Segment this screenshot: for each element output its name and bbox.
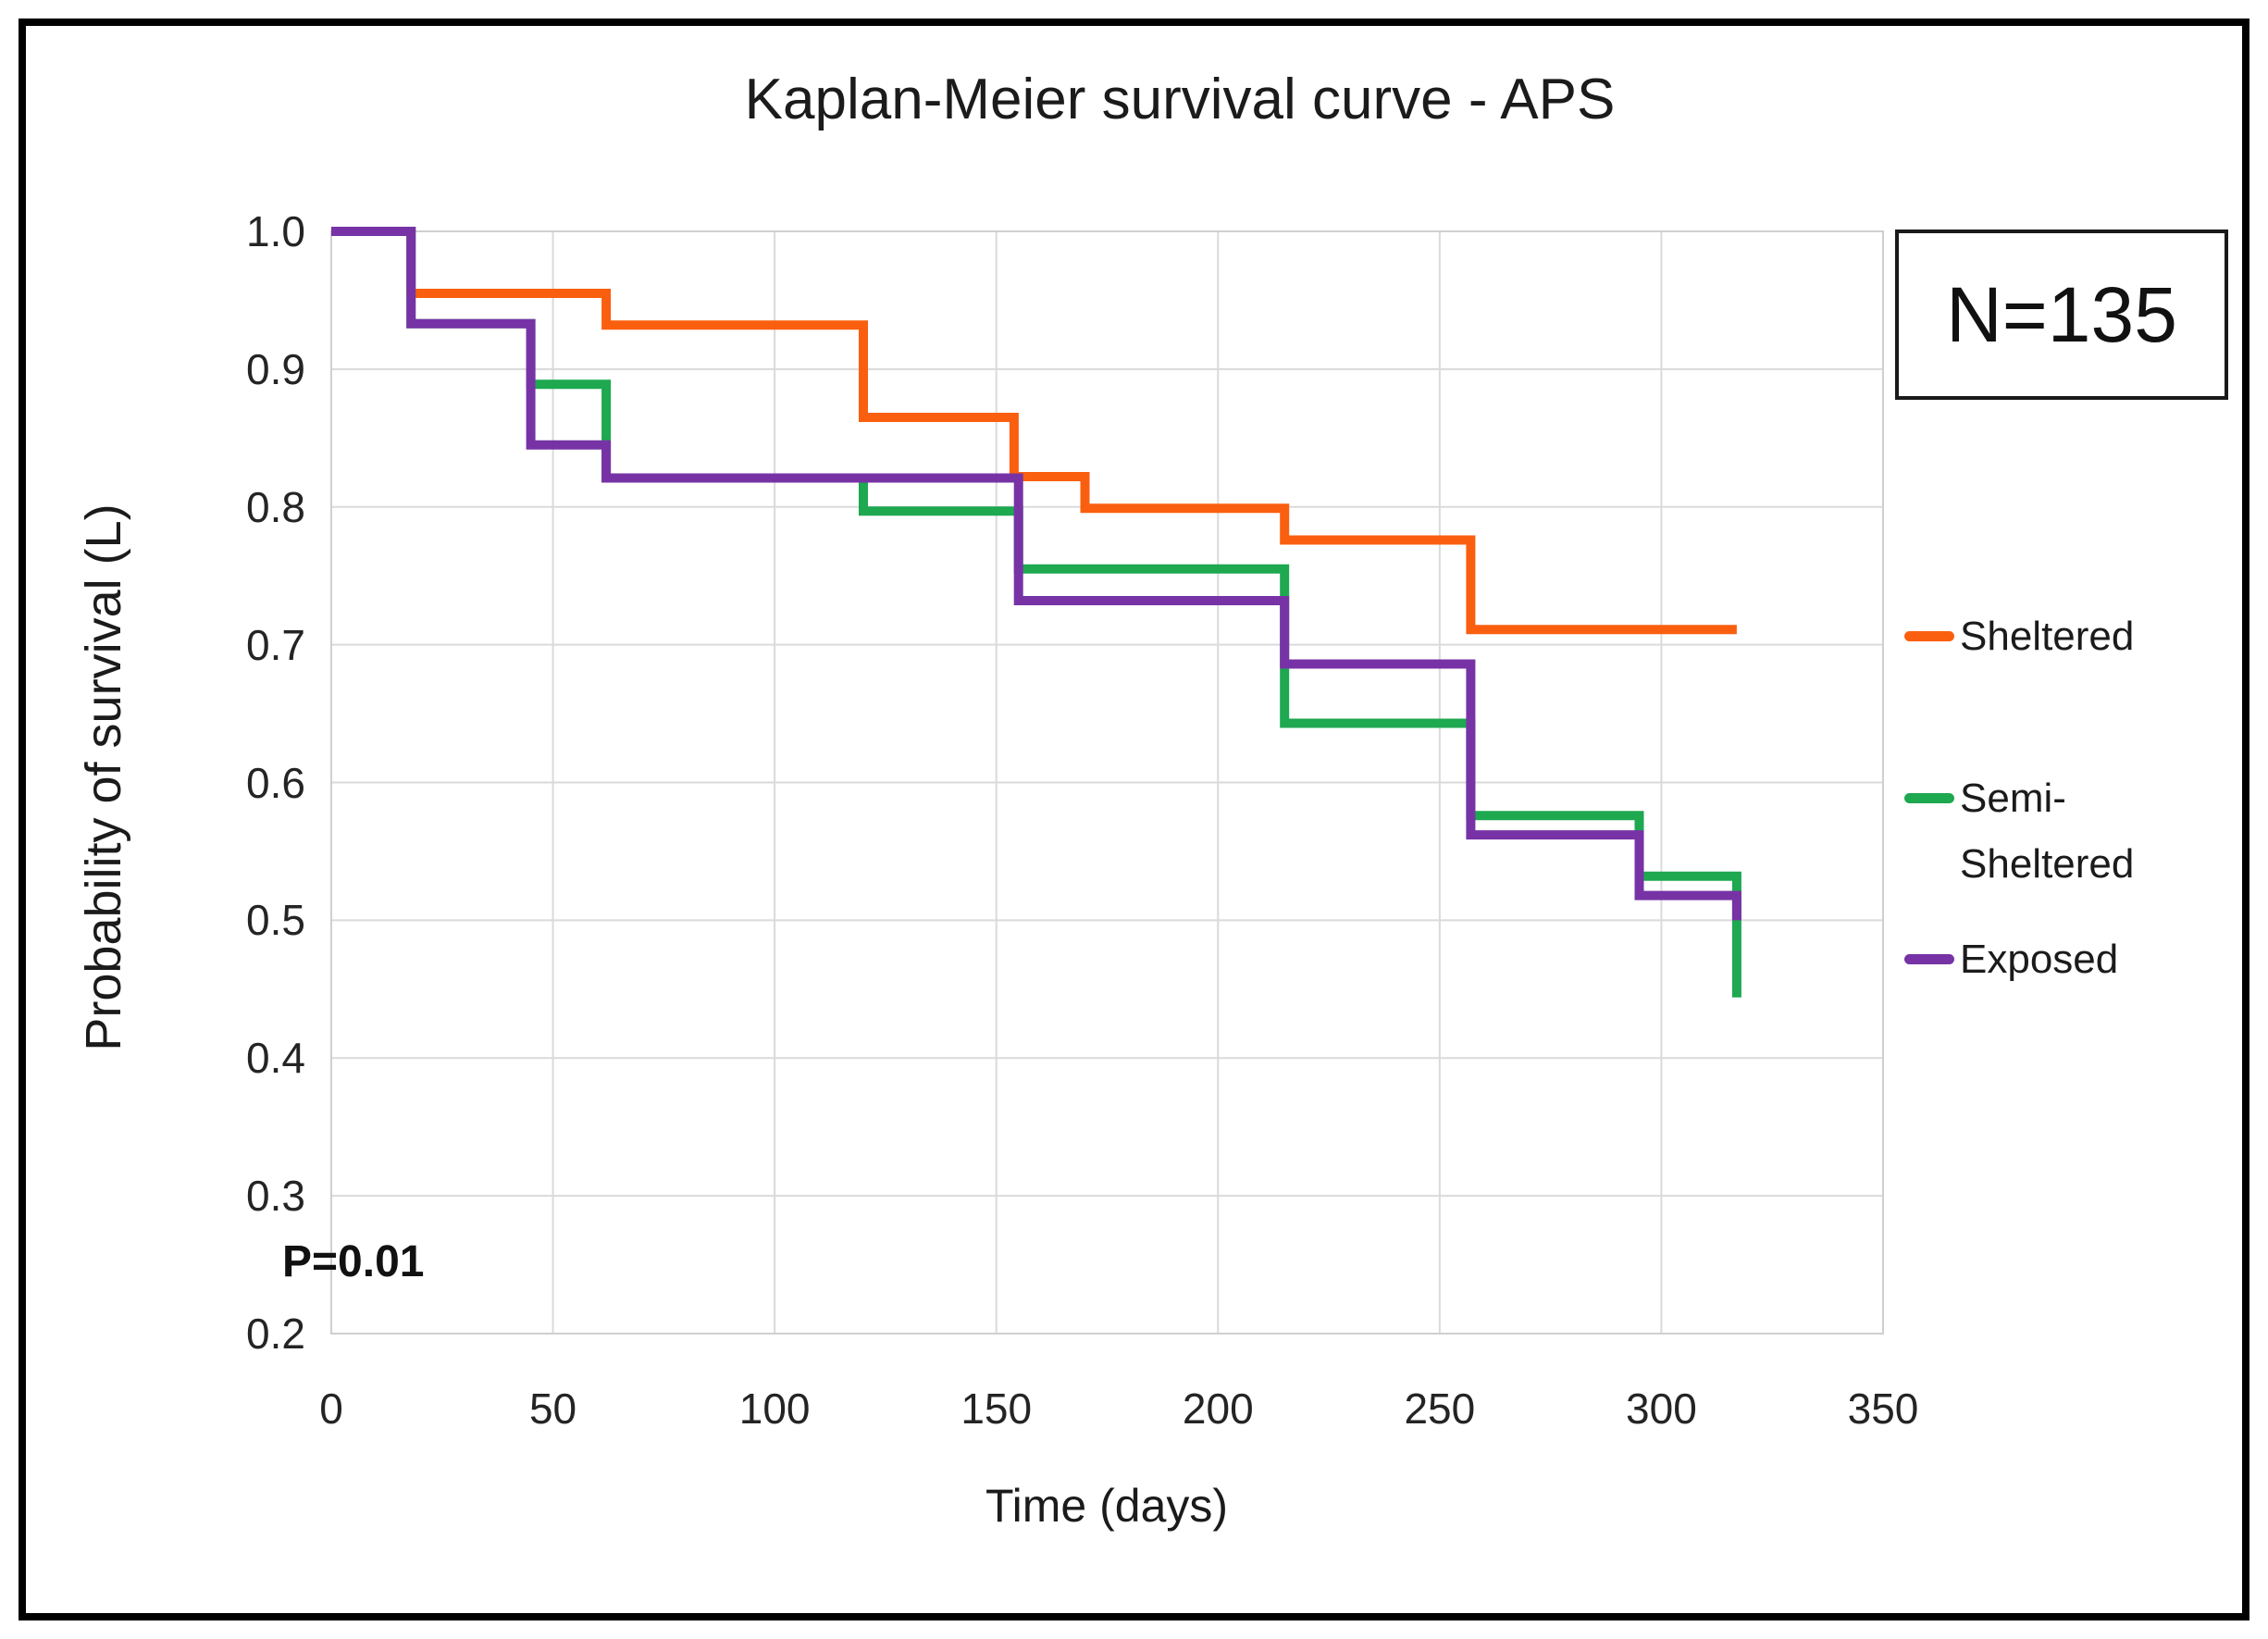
legend-swatch-exposed [1904,954,1954,964]
legend-swatch-sheltered [1904,631,1954,641]
y-axis-title: Probability of survival (L) [76,503,131,1051]
y-tick-label: 0.7 [246,620,305,669]
legend-label-sheltered: Sheltered [1960,614,2135,659]
y-tick-label: 0.5 [246,896,305,945]
x-tick-label: 350 [1847,1384,1919,1433]
x-tick-label: 100 [738,1384,811,1433]
x-tick-label: 0 [319,1384,343,1433]
legend-swatch-semi-sheltered [1904,793,1954,803]
y-tick-label: 1.0 [246,207,305,255]
series-path-semi-sheltered [331,227,1741,998]
chart-title: Kaplan-Meier survival curve - APS [744,68,1616,131]
n-count-box: N=135 [1895,230,2228,400]
y-tick-label: 0.8 [246,482,305,531]
x-tick-label: 250 [1404,1384,1476,1433]
x-tick-label: 50 [528,1384,577,1433]
n-count-label: N=135 [1946,270,2177,358]
legend-label-semi-sheltered: Semi- Sheltered [1960,776,2135,887]
x-tick-label: 150 [960,1384,1033,1433]
y-tick-label: 0.3 [246,1172,305,1221]
p-value-annotation: P=0.01 [282,1237,425,1286]
x-tick-label: 300 [1626,1384,1697,1433]
y-tick-label: 0.6 [246,758,305,807]
x-tick-label: 200 [1182,1384,1254,1433]
figure-border [19,19,2249,1620]
legend-label-exposed: Exposed [1960,937,2119,982]
x-axis-title: Time (days) [985,1480,1229,1532]
series-path-exposed [331,227,1741,921]
plot-border [330,230,1884,1335]
y-tick-label: 0.2 [246,1310,305,1358]
y-tick-label: 0.4 [246,1034,305,1083]
series-path-sheltered [331,227,1737,635]
y-tick-label: 0.9 [246,344,305,393]
